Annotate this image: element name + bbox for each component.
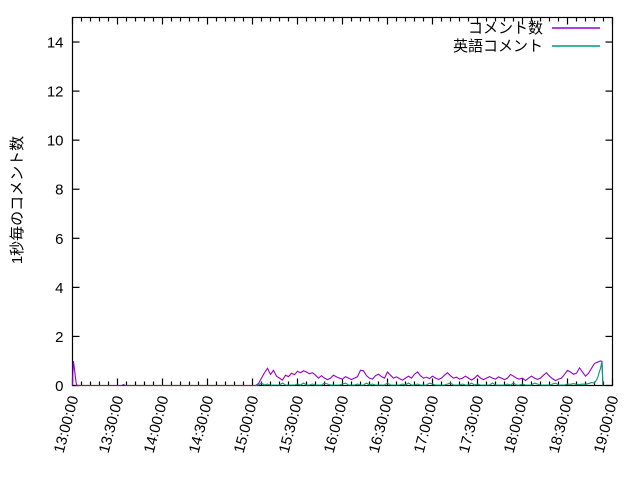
x-tick-label: 15:30:00 [276, 394, 308, 455]
y-tick-label: 8 [55, 182, 63, 199]
plot-border [71, 16, 614, 387]
y-tick-label: 12 [47, 84, 64, 101]
series-line-english-comments [255, 360, 604, 387]
data-series-group [71, 360, 604, 387]
x-tick-label: 13:30:00 [96, 394, 128, 455]
legend-label: 英語コメント [453, 37, 543, 55]
x-tick-label: 14:00:00 [141, 394, 173, 455]
x-axis-tick-labels: 13:00:00 13:30:00 14:00:00 14:30:00 15:00:00… [51, 394, 623, 455]
x-tick-label: 19:00:00 [591, 394, 623, 455]
y-tick-label: 6 [55, 231, 63, 248]
y-axis-tick-labels: 0 2 4 6 8 10 12 14 [47, 35, 64, 395]
x-axis-ticks [71, 17, 614, 386]
x-tick-label: 14:30:00 [186, 394, 218, 455]
y-tick-label: 10 [47, 133, 64, 150]
x-tick-label: 16:00:00 [321, 394, 353, 455]
x-tick-label: 17:00:00 [411, 394, 443, 455]
x-tick-label: 13:00:00 [51, 394, 83, 455]
y-axis-ticks [72, 41, 613, 387]
y-axis-label: 1秒毎のコメント数 [9, 136, 26, 264]
series-line-comment-count [71, 360, 604, 387]
y-tick-label: 4 [55, 280, 63, 297]
x-tick-label: 18:30:00 [546, 394, 578, 455]
x-axis-minor-ticks [80, 17, 605, 386]
legend-label: コメント数 [468, 20, 543, 37]
x-tick-label: 18:00:00 [501, 394, 533, 455]
x-tick-label: 17:30:00 [456, 394, 488, 455]
y-tick-label: 2 [55, 329, 63, 346]
x-tick-label: 16:30:00 [366, 394, 398, 455]
y-tick-label: 14 [47, 35, 64, 52]
x-tick-label: 15:00:00 [231, 394, 263, 455]
y-tick-label: 0 [55, 378, 63, 395]
